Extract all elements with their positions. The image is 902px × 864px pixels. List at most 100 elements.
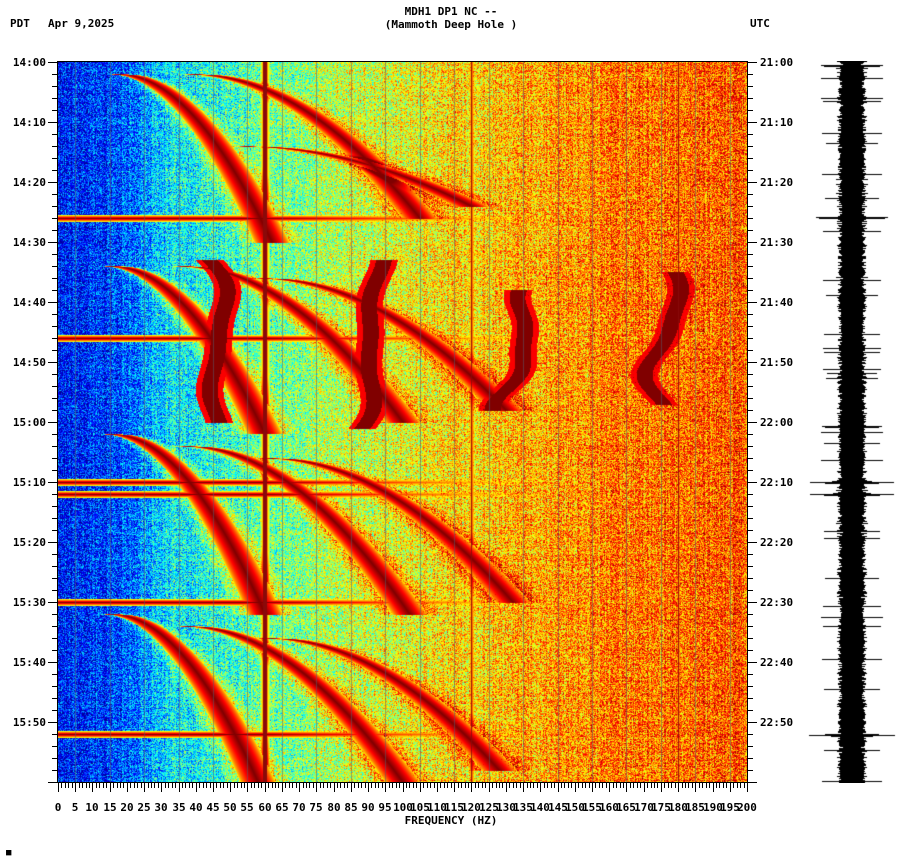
time-label-right: 21:10 xyxy=(760,116,794,129)
freq-tick-minor xyxy=(399,783,400,788)
time-label-left: 14:20 xyxy=(12,176,46,189)
freq-tick-minor xyxy=(151,783,152,788)
spectrogram-plot[interactable] xyxy=(57,61,748,783)
freq-tick-minor xyxy=(289,783,290,788)
time-tick-minor-right xyxy=(748,326,753,327)
freq-tick-minor xyxy=(520,783,521,788)
freq-tick-minor xyxy=(468,783,469,788)
freq-tick-minor xyxy=(244,783,245,788)
freq-tick-minor xyxy=(234,783,235,788)
freq-tick-major xyxy=(678,783,679,792)
time-tick-major-right xyxy=(748,302,757,303)
freq-tick-minor xyxy=(258,783,259,788)
freq-tick-minor xyxy=(396,783,397,788)
freq-label: 150 xyxy=(565,801,585,814)
freq-tick-minor xyxy=(261,783,262,788)
time-tick-minor-right xyxy=(748,698,753,699)
freq-tick-minor xyxy=(716,783,717,788)
freq-tick-major xyxy=(230,783,231,792)
time-label-right: 22:30 xyxy=(760,596,794,609)
freq-tick-minor xyxy=(430,783,431,788)
freq-label: 40 xyxy=(189,801,203,814)
time-tick-minor-right xyxy=(748,758,753,759)
time-tick-minor-left xyxy=(52,410,57,411)
freq-label: 10 xyxy=(85,801,99,814)
freq-tick-minor xyxy=(79,783,80,788)
freq-tick-major xyxy=(282,783,283,792)
freq-tick-minor xyxy=(537,783,538,788)
freq-label: 90 xyxy=(361,801,375,814)
time-label-left: 14:00 xyxy=(12,56,46,69)
time-label-right: 22:20 xyxy=(760,536,794,549)
time-tick-minor-left xyxy=(52,158,57,159)
freq-tick-major xyxy=(506,783,507,792)
time-label-left: 15:00 xyxy=(12,416,46,429)
time-tick-major-left xyxy=(48,422,57,423)
freq-tick-minor xyxy=(733,783,734,788)
time-tick-minor-left xyxy=(52,278,57,279)
time-tick-minor-right xyxy=(748,314,753,315)
freq-tick-minor xyxy=(547,783,548,788)
time-tick-minor-right xyxy=(748,434,753,435)
time-tick-major-left xyxy=(48,782,57,783)
time-tick-major-right xyxy=(748,482,757,483)
freq-tick-minor xyxy=(585,783,586,788)
time-tick-minor-left xyxy=(52,350,57,351)
freq-label: 65 xyxy=(275,801,289,814)
time-tick-minor-left xyxy=(52,206,57,207)
freq-tick-major xyxy=(471,783,472,792)
freq-tick-major xyxy=(695,783,696,792)
freq-tick-minor xyxy=(444,783,445,788)
freq-tick-minor xyxy=(571,783,572,788)
freq-tick-minor xyxy=(533,783,534,788)
freq-tick-major xyxy=(58,783,59,792)
freq-label: 185 xyxy=(685,801,705,814)
time-tick-minor-left xyxy=(52,710,57,711)
time-tick-major-left xyxy=(48,62,57,63)
time-tick-major-left xyxy=(48,602,57,603)
time-tick-minor-right xyxy=(748,110,753,111)
freq-tick-minor xyxy=(275,783,276,788)
freq-tick-minor xyxy=(61,783,62,788)
freq-tick-major xyxy=(575,783,576,792)
freq-label: 115 xyxy=(444,801,464,814)
time-label-right: 21:20 xyxy=(760,176,794,189)
time-tick-minor-left xyxy=(52,758,57,759)
freq-tick-minor xyxy=(199,783,200,788)
freq-label: 135 xyxy=(513,801,533,814)
freq-tick-minor xyxy=(640,783,641,788)
time-label-left: 14:40 xyxy=(12,296,46,309)
freq-tick-minor xyxy=(561,783,562,788)
time-tick-minor-right xyxy=(748,278,753,279)
freq-tick-major xyxy=(540,783,541,792)
time-tick-minor-left xyxy=(52,434,57,435)
time-tick-minor-left xyxy=(52,518,57,519)
freq-tick-minor xyxy=(413,783,414,788)
freq-tick-minor xyxy=(564,783,565,788)
time-tick-minor-right xyxy=(748,86,753,87)
time-tick-minor-right xyxy=(748,350,753,351)
freq-tick-minor xyxy=(589,783,590,788)
freq-tick-minor xyxy=(130,783,131,788)
time-tick-minor-left xyxy=(52,98,57,99)
time-tick-minor-right xyxy=(748,650,753,651)
freq-tick-minor xyxy=(475,783,476,788)
time-tick-minor-left xyxy=(52,614,57,615)
freq-tick-minor xyxy=(582,783,583,788)
time-tick-major-right xyxy=(748,182,757,183)
frequency-axis-title: FREQUENCY (HZ) xyxy=(404,814,498,827)
freq-tick-minor xyxy=(434,783,435,788)
time-tick-major-right xyxy=(748,122,757,123)
seismogram-image xyxy=(806,61,902,783)
freq-tick-minor xyxy=(423,783,424,788)
time-tick-minor-left xyxy=(52,446,57,447)
freq-tick-minor xyxy=(671,783,672,788)
time-tick-minor-right xyxy=(748,674,753,675)
freq-tick-minor xyxy=(158,783,159,788)
freq-tick-minor xyxy=(340,783,341,788)
time-label-left: 14:10 xyxy=(12,116,46,129)
freq-tick-minor xyxy=(96,783,97,788)
time-tick-minor-right xyxy=(748,566,753,567)
time-tick-minor-left xyxy=(52,770,57,771)
freq-tick-minor xyxy=(664,783,665,788)
